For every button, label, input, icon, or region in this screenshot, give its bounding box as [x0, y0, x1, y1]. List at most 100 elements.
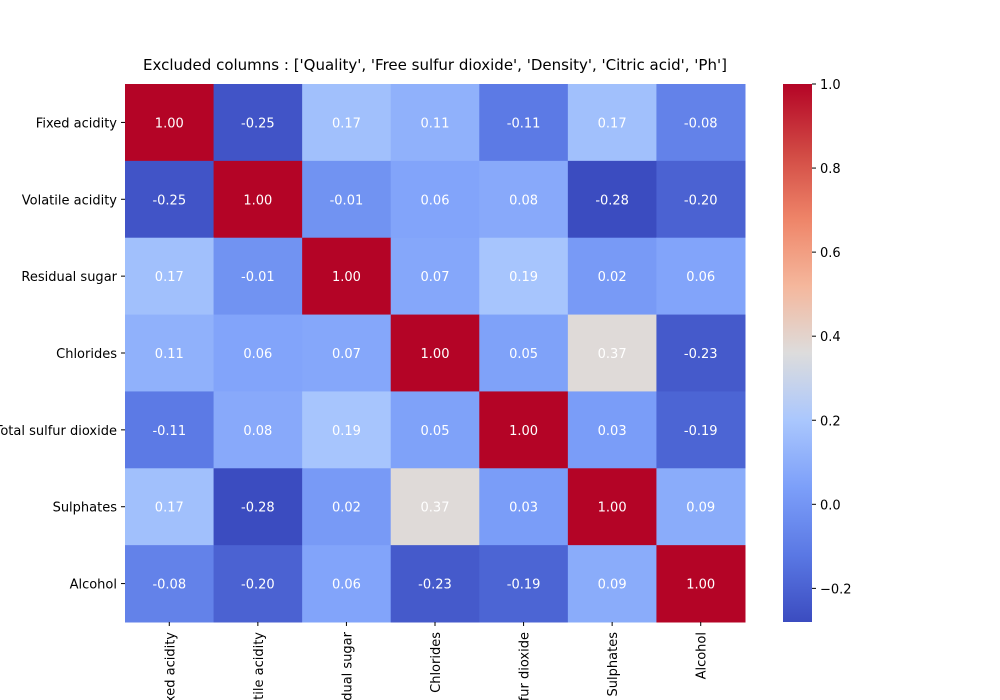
chart-title: Excluded columns : ['Quality', 'Free sul…	[143, 56, 727, 74]
y-tick-label: Sulphates	[53, 501, 118, 516]
cell-label: 0.19	[509, 270, 538, 285]
heatmap-cell	[302, 468, 392, 546]
cell-label: -0.20	[684, 193, 718, 208]
heatmap-cell	[213, 84, 303, 162]
x-tick-label: Residual sugar	[340, 631, 355, 700]
heatmap-cell	[656, 314, 746, 392]
heatmap-cell	[656, 84, 746, 162]
heatmap-cell	[567, 314, 657, 392]
cell-label: 0.02	[332, 501, 361, 516]
heatmap-cell	[567, 545, 657, 623]
heatmap-cell	[390, 237, 480, 316]
heatmap-cell	[567, 237, 657, 316]
cell-label: 0.17	[598, 116, 627, 131]
colorbar-tick-label: 0.8	[820, 162, 841, 177]
heatmap-cell	[302, 84, 392, 162]
cell-label: 1.00	[598, 501, 627, 516]
cell-label: 0.03	[598, 424, 627, 439]
cell-label: -0.11	[152, 424, 186, 439]
cell-label: 0.37	[598, 347, 627, 362]
colorbar-tick-label: −0.2	[820, 582, 852, 597]
heatmap-cell	[479, 160, 569, 239]
cell-label: -0.28	[241, 501, 275, 516]
heatmap-cell	[390, 391, 480, 469]
cell-label: 0.05	[421, 424, 450, 439]
cell-label: 0.09	[686, 501, 715, 516]
heatmap-cell	[656, 237, 746, 316]
y-tick-label: Total sulfur dioxide	[0, 424, 117, 439]
y-tick-label: Chlorides	[56, 347, 117, 362]
colorbar-tick-label: 0.0	[820, 498, 841, 513]
heatmap-cell	[390, 160, 480, 239]
heatmap-cell	[479, 314, 569, 392]
x-tick-label: Fixed acidity	[163, 632, 178, 700]
heatmap-cell	[302, 237, 392, 316]
cell-label: -0.19	[684, 424, 718, 439]
colorbar-tick-label: 0.2	[820, 414, 841, 429]
heatmap-cell	[567, 391, 657, 469]
heatmap-cell	[390, 468, 480, 546]
cell-label: 0.09	[598, 578, 627, 593]
x-tick-label: Volatile acidity	[252, 632, 267, 700]
cell-label: -0.23	[684, 347, 718, 362]
cell-label: 0.17	[155, 501, 184, 516]
x-tick-label: Chlorides	[429, 632, 444, 693]
colorbar-tick-label: 1.0	[820, 78, 841, 93]
heatmap-cell	[567, 84, 657, 162]
colorbar-tick-label: 0.4	[820, 330, 841, 345]
cell-label: 0.02	[598, 270, 627, 285]
cell-label: -0.23	[418, 578, 452, 593]
cell-label: 0.37	[421, 501, 450, 516]
heatmap-cell	[125, 314, 215, 392]
heatmap-cell	[479, 237, 569, 316]
cell-label: 1.00	[509, 424, 538, 439]
cell-label: 0.06	[332, 578, 361, 593]
heatmap-cell	[302, 545, 392, 623]
heatmap-cell	[302, 160, 392, 239]
heatmap-cell	[656, 468, 746, 546]
cell-label: -0.08	[684, 116, 718, 131]
heatmap-cell	[302, 314, 392, 392]
cell-label: 0.11	[421, 116, 450, 131]
heatmap-cell	[390, 314, 480, 392]
cell-label: 1.00	[332, 270, 361, 285]
x-tick-label: Sulphates	[606, 632, 621, 697]
heatmap-cell	[213, 237, 303, 316]
x-tick-label: Alcohol	[695, 632, 710, 679]
cell-label: 0.06	[686, 270, 715, 285]
cell-label: 0.17	[332, 116, 361, 131]
heatmap-cell	[479, 84, 569, 162]
cell-label: 0.06	[421, 193, 450, 208]
x-tick-label: Total sulfur dioxide	[518, 632, 533, 700]
y-tick-label: Alcohol	[70, 578, 117, 593]
colorbar-tick-label: 0.6	[820, 246, 841, 261]
cell-label: 0.19	[332, 424, 361, 439]
cell-label: 1.00	[421, 347, 450, 362]
cell-label: -0.25	[152, 193, 186, 208]
heatmap-cell	[125, 468, 215, 546]
heatmap-cell	[302, 391, 392, 469]
heatmap-cell	[213, 160, 303, 239]
cell-label: 0.06	[243, 347, 272, 362]
cell-label: 0.08	[243, 424, 272, 439]
heatmap-cell	[479, 468, 569, 546]
heatmap-cell	[125, 84, 215, 162]
y-tick-label: Volatile acidity	[22, 193, 118, 208]
cell-label: -0.25	[241, 116, 275, 131]
cell-label: 0.07	[332, 347, 361, 362]
heatmap-cell	[479, 545, 569, 623]
heatmap-cell	[213, 468, 303, 546]
cell-label: 0.05	[509, 347, 538, 362]
heatmap-cell	[656, 545, 746, 623]
colorbar	[783, 84, 812, 622]
cell-label: 0.11	[155, 347, 184, 362]
cell-label: 0.03	[509, 501, 538, 516]
cell-label: -0.01	[330, 193, 364, 208]
cell-label: 0.07	[421, 270, 450, 285]
heatmap-cell	[213, 391, 303, 469]
heatmap-cell	[125, 160, 215, 239]
cell-label: 0.08	[509, 193, 538, 208]
cell-label: -0.20	[241, 578, 275, 593]
